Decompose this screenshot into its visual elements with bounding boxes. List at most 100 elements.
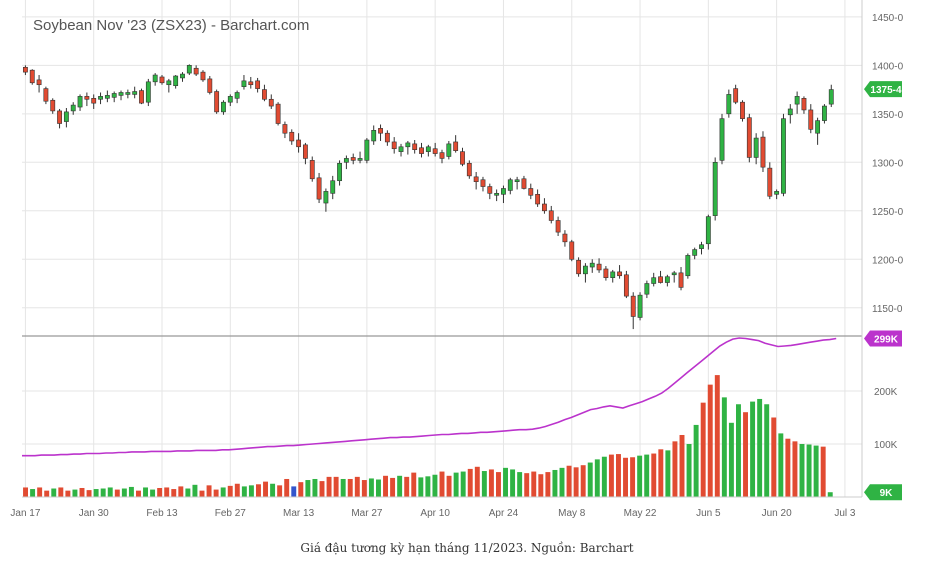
candle-body [364,139,370,161]
volume-bar [700,402,706,497]
x-tick-label: Mar 27 [351,508,383,519]
candle-body [514,179,520,182]
volume-bar [552,469,558,497]
volume-bar [291,486,297,497]
volume-bar [707,384,713,497]
volume-bar [326,476,332,497]
volume-bar [531,471,537,497]
candle-body [692,249,698,256]
x-tick-label: Apr 24 [489,508,519,519]
volume-bar [503,467,508,497]
volume-bar [644,454,650,497]
volume-bar [510,469,516,497]
open-interest-line [22,337,837,457]
candle-body [43,88,49,102]
candle-body [569,241,575,260]
last-volume-label: 9K [864,484,902,501]
volume-bar [446,475,452,497]
candle-body [125,92,131,95]
volume-bar [263,481,268,497]
x-tick-label: Jan 30 [79,508,109,519]
volume-bar [637,455,643,497]
candle-body [412,143,418,150]
candle-body [214,91,220,113]
volume-bars [23,375,833,497]
volume-bar [460,471,466,497]
candle-body [248,81,254,86]
x-tick-label: Apr 10 [420,508,450,519]
candle-body [302,144,308,159]
volume-bar [517,472,523,497]
volume-bar [256,484,261,497]
volume-bar [566,465,572,497]
volume-bar [37,487,43,497]
candle-body [562,233,568,243]
candle-body [582,265,588,275]
candle-body [822,105,827,121]
volume-tick-label: 100K [874,440,898,451]
volume-bar [319,481,325,497]
candle-body [808,109,814,130]
candle-body [145,81,151,103]
candle-body [337,162,342,182]
volume-bar [107,487,113,497]
volume-bar [743,412,748,497]
candle-body [91,98,97,104]
volume-bar [72,489,78,497]
candle-body [419,147,424,154]
last-price-label-text: 1375-4 [870,85,902,96]
volume-bar [376,479,381,497]
chart-canvas: Soybean Nov '23 (ZSX23) - Barchart.com J… [10,0,904,519]
candle-body [104,95,110,99]
candle-body [760,136,766,168]
candle-body [453,141,459,151]
volume-bar [488,469,494,497]
candle-body [664,276,670,283]
candle-body [70,104,76,112]
candle-body [767,167,773,197]
volume-bar [171,489,177,497]
candle-body [439,152,445,159]
candle-body [193,67,199,75]
x-tick-label: Mar 13 [283,508,315,519]
candle-body [705,216,711,245]
candle-body [630,295,636,317]
candle-body [507,179,513,191]
candle-body [781,118,786,194]
volume-bar [806,444,812,497]
candle-body [685,255,691,277]
volume-bar [757,398,763,497]
candle-body [186,65,192,74]
candle-body [603,268,609,278]
volume-bar [234,483,240,497]
volume-bar [467,468,473,497]
volume-bar [150,489,156,497]
candle-body [528,188,534,196]
candle-body [262,89,267,100]
candle-body [316,177,322,200]
volume-bar [623,457,628,497]
candle-body [617,271,622,277]
volume-bar [411,472,417,497]
volume-bar [820,446,826,497]
axes: Jan 17 Jan 30 Feb 13 Feb 27 Mar 13 Mar 27 Apr … [10,0,904,519]
candle-body [555,220,561,233]
candle-body [446,143,452,157]
volume-bar [573,467,579,497]
volume-bar [30,489,36,497]
volume-bar [383,475,388,497]
volume-bar [813,445,819,497]
candle-body [289,131,295,142]
candle-body [371,130,377,142]
candle-body [466,162,472,177]
last-price-label-bg [864,81,902,98]
candle-body [255,80,261,89]
volume-bar [347,478,353,497]
candle-body [815,120,821,134]
candle-body [350,157,356,161]
volume-bar [44,490,50,497]
x-tick-label: Feb 27 [215,508,247,519]
volume-bar [608,454,614,497]
volume-bar [23,487,28,497]
volume-bar [721,397,727,497]
